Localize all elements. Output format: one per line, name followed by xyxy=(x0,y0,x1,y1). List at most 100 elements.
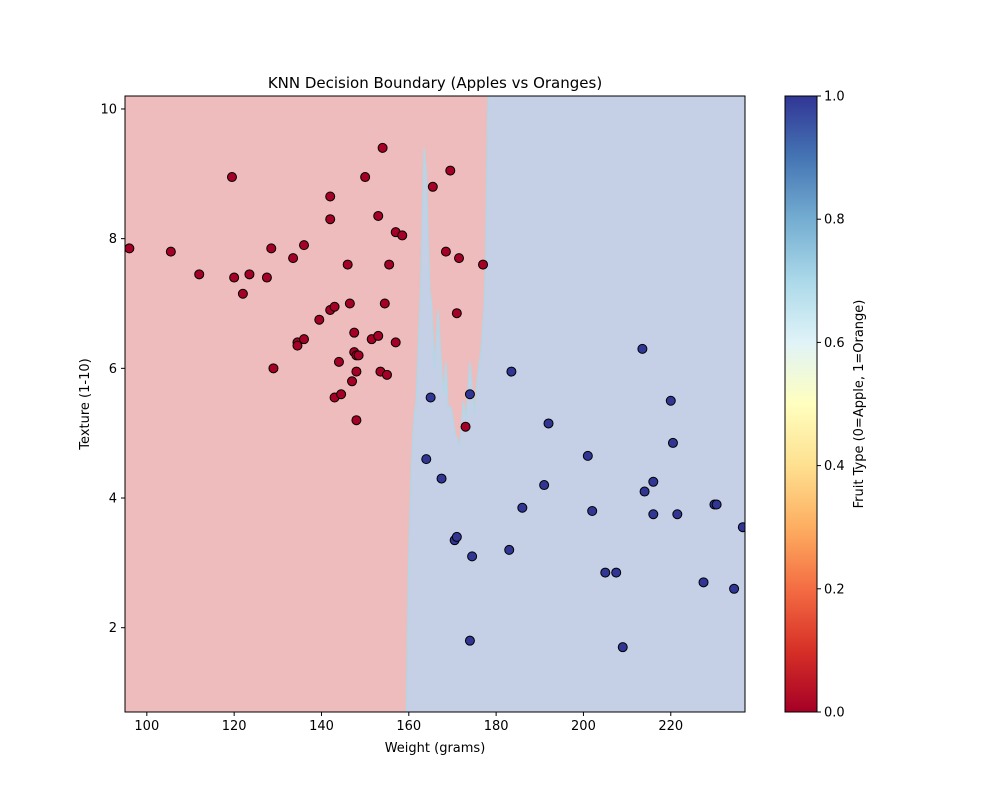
apple-point xyxy=(397,230,408,241)
apple-point xyxy=(347,376,358,387)
orange-point xyxy=(672,509,683,520)
apple-point xyxy=(353,350,364,361)
colorbar-ticks: 0.0 0.2 0.4 0.6 0.8 1.0 xyxy=(817,90,845,721)
orange-point xyxy=(637,343,648,354)
apple-point xyxy=(451,308,462,319)
orange-point xyxy=(737,522,745,533)
orange-point xyxy=(648,509,659,520)
apple-point xyxy=(229,272,240,283)
decision-boundary-line xyxy=(405,96,490,712)
x-tick-label: 200 xyxy=(571,719,596,734)
orange-point xyxy=(517,502,528,513)
colorbar-tick-label: 0.8 xyxy=(824,213,845,228)
x-axis-label: Weight (grams) xyxy=(385,741,486,756)
apple-point xyxy=(384,259,395,270)
apple-point xyxy=(336,389,347,400)
apple-point xyxy=(373,330,384,341)
orange-point xyxy=(504,544,515,555)
data-points xyxy=(125,142,745,653)
plot-area xyxy=(125,96,745,712)
apple-point xyxy=(351,366,362,377)
plot-frame xyxy=(124,95,746,713)
apple-point xyxy=(244,269,255,280)
orange-point xyxy=(587,505,598,516)
colorbar-gradient xyxy=(784,95,818,713)
apple-point xyxy=(373,210,384,221)
apple-point xyxy=(266,243,277,254)
x-tick-label: 220 xyxy=(658,719,683,734)
apple-point xyxy=(226,172,237,183)
y-axis-ticks: 2 4 6 8 10 xyxy=(100,102,125,636)
apple-point xyxy=(292,340,303,351)
apple-point xyxy=(377,142,388,153)
apple-point xyxy=(325,214,336,225)
x-tick-label: 140 xyxy=(309,719,334,734)
x-tick-label: 160 xyxy=(396,719,421,734)
orange-point xyxy=(464,635,475,646)
apple-point xyxy=(454,253,465,264)
y-axis-label: Texture (1-10) xyxy=(78,358,93,450)
colorbar-tick-label: 0.6 xyxy=(824,336,845,351)
colorbar-tick-label: 0.4 xyxy=(824,459,845,474)
colorbar: 0.0 0.2 0.4 0.6 0.8 1.0 Fruit Type (0=Apple, … xyxy=(784,90,867,721)
colorbar-label: Fruit Type (0=Apple, 1=Orange) xyxy=(852,300,867,509)
apple-point xyxy=(440,246,451,257)
orange-point xyxy=(667,437,678,448)
apple-point xyxy=(299,240,310,251)
apple-point xyxy=(342,259,353,270)
orange-point xyxy=(648,476,659,487)
x-axis-ticks: 100 120 140 160 180 200 220 xyxy=(134,712,683,734)
orange-point xyxy=(543,418,554,429)
y-tick-label: 10 xyxy=(100,102,117,117)
apple-point xyxy=(325,191,336,202)
orange-point xyxy=(421,454,432,465)
apple-point xyxy=(351,415,362,426)
orange-region xyxy=(406,96,745,712)
orange-point xyxy=(600,567,611,578)
apple-point xyxy=(381,369,392,380)
orange-point xyxy=(665,395,676,406)
orange-point xyxy=(639,486,650,497)
apple-point xyxy=(125,243,135,254)
y-tick-label: 6 xyxy=(109,362,117,377)
orange-point xyxy=(698,577,709,588)
orange-point xyxy=(506,366,517,377)
apple-point xyxy=(314,314,325,325)
x-tick-label: 100 xyxy=(134,719,159,734)
colorbar-tick-label: 1.0 xyxy=(824,90,845,105)
apple-point xyxy=(165,246,176,257)
orange-point xyxy=(436,473,447,484)
apple-point xyxy=(344,298,355,309)
apple-point xyxy=(478,259,489,270)
colorbar-tick-label: 0.2 xyxy=(824,582,845,597)
y-tick-label: 4 xyxy=(109,492,117,507)
orange-point xyxy=(467,551,478,562)
orange-point xyxy=(464,389,475,400)
apple-point xyxy=(329,301,340,312)
apple-point xyxy=(427,181,438,192)
apple-point xyxy=(445,165,456,176)
apple-point xyxy=(299,334,310,345)
apple-point xyxy=(360,172,371,183)
orange-point xyxy=(582,450,593,461)
apple-point xyxy=(237,288,248,299)
apple-point xyxy=(349,327,360,338)
colorbar-tick-label: 0.0 xyxy=(824,706,845,721)
chart-title: KNN Decision Boundary (Apples vs Oranges… xyxy=(268,74,602,92)
apple-point xyxy=(288,253,299,264)
apple-point xyxy=(390,337,401,348)
apple-point xyxy=(460,421,471,432)
x-tick-label: 120 xyxy=(222,719,247,734)
apple-point xyxy=(268,363,279,374)
y-tick-label: 8 xyxy=(109,232,117,247)
apple-point xyxy=(379,298,390,309)
orange-point xyxy=(451,531,462,542)
orange-point xyxy=(539,480,550,491)
orange-point xyxy=(425,392,436,403)
apple-point xyxy=(333,356,344,367)
orange-point xyxy=(711,499,722,510)
orange-point xyxy=(729,583,740,594)
x-tick-label: 180 xyxy=(484,719,509,734)
y-tick-label: 2 xyxy=(109,621,117,636)
